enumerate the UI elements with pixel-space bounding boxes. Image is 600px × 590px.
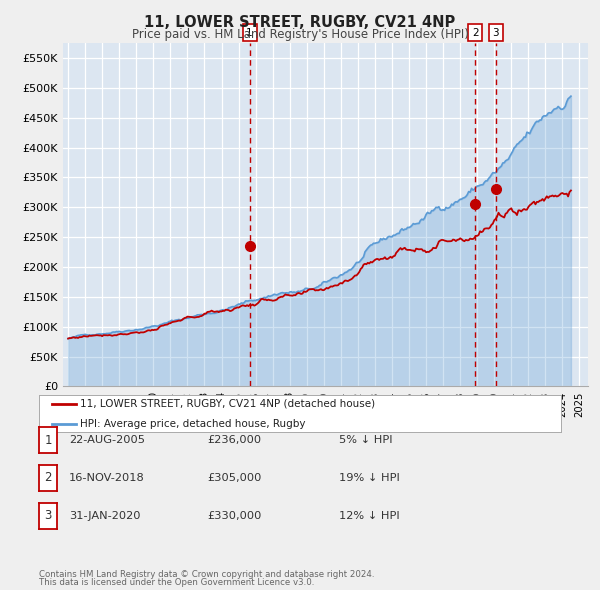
Text: 16-NOV-2018: 16-NOV-2018	[69, 473, 145, 483]
Text: £305,000: £305,000	[207, 473, 262, 483]
Text: 12% ↓ HPI: 12% ↓ HPI	[339, 511, 400, 520]
Text: 11, LOWER STREET, RUGBY, CV21 4NP: 11, LOWER STREET, RUGBY, CV21 4NP	[145, 15, 455, 30]
Text: 1: 1	[246, 28, 253, 38]
Text: 1: 1	[44, 434, 52, 447]
Text: £330,000: £330,000	[207, 511, 262, 520]
Text: 19% ↓ HPI: 19% ↓ HPI	[339, 473, 400, 483]
Text: 2: 2	[472, 28, 478, 38]
Text: This data is licensed under the Open Government Licence v3.0.: This data is licensed under the Open Gov…	[39, 578, 314, 587]
Text: 22-AUG-2005: 22-AUG-2005	[69, 435, 145, 445]
Text: 5% ↓ HPI: 5% ↓ HPI	[339, 435, 392, 445]
Text: 3: 3	[44, 509, 52, 522]
Text: 11, LOWER STREET, RUGBY, CV21 4NP (detached house): 11, LOWER STREET, RUGBY, CV21 4NP (detac…	[80, 399, 375, 409]
Text: £236,000: £236,000	[207, 435, 261, 445]
Text: 3: 3	[493, 28, 499, 38]
Text: Contains HM Land Registry data © Crown copyright and database right 2024.: Contains HM Land Registry data © Crown c…	[39, 570, 374, 579]
Text: Price paid vs. HM Land Registry's House Price Index (HPI): Price paid vs. HM Land Registry's House …	[131, 28, 469, 41]
Text: 31-JAN-2020: 31-JAN-2020	[69, 511, 140, 520]
Text: HPI: Average price, detached house, Rugby: HPI: Average price, detached house, Rugb…	[80, 419, 305, 429]
Text: 2: 2	[44, 471, 52, 484]
